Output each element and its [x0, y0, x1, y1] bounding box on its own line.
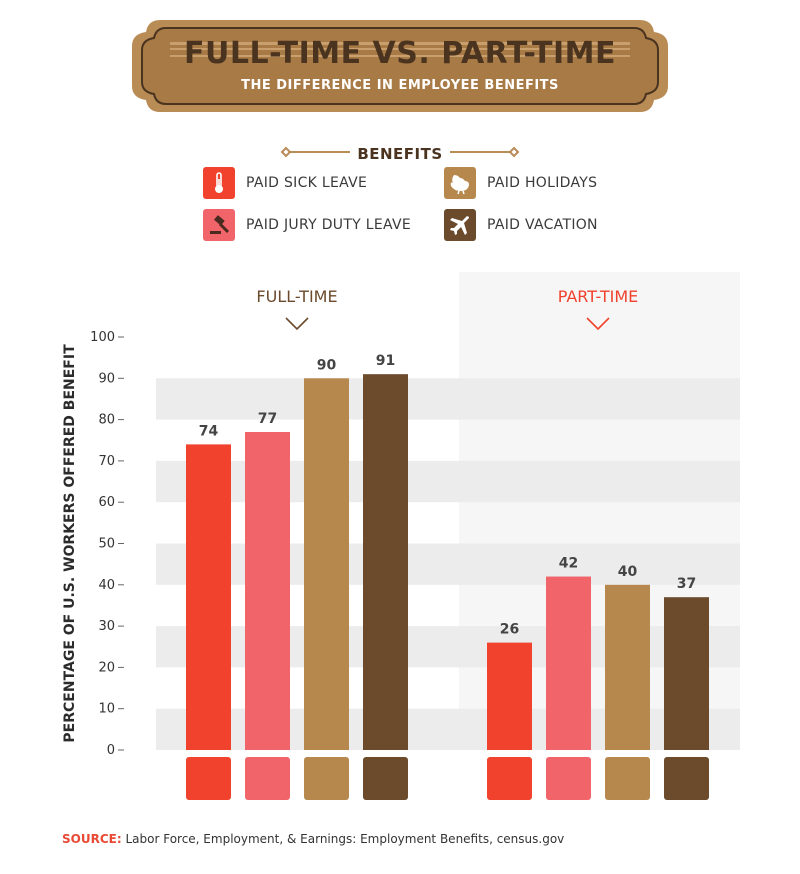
- category-icon-tile: [487, 757, 532, 800]
- data-label: 26: [500, 622, 519, 638]
- group-label: FULL-TIME: [256, 287, 337, 306]
- y-tick-label: 90: [98, 371, 115, 386]
- title-plaque: [132, 20, 668, 112]
- grid-band: [156, 460, 740, 503]
- y-tick-label: 80: [98, 413, 115, 428]
- legend-label: PAID SICK LEAVE: [246, 175, 368, 191]
- airplane-icon: [444, 209, 476, 241]
- data-label: 37: [677, 576, 696, 592]
- y-tick-label: 70: [98, 454, 115, 469]
- y-tick-label: 100: [90, 330, 115, 345]
- turkey-icon: [444, 167, 476, 199]
- gavel-icon: [203, 209, 235, 241]
- data-label: 74: [199, 423, 219, 439]
- legend-label: PAID JURY DUTY LEAVE: [246, 217, 412, 233]
- bar: [245, 431, 290, 750]
- y-tick-label: 10: [98, 702, 115, 717]
- y-tick-label: 40: [98, 578, 115, 593]
- category-icon-tile: [605, 757, 650, 800]
- category-icon-tile: [186, 757, 231, 800]
- source-note: SOURCE: Labor Force, Employment, & Earni…: [62, 832, 564, 846]
- bar-chart: 0 10 20 30 40 50 60 70 80 90 100 PERCENTAGE OF U.S.…: [62, 272, 740, 800]
- y-tick-label: 0: [107, 743, 115, 758]
- legend-item-jury-duty: PAID JURY DUTY LEAVE: [203, 209, 411, 241]
- bar: [304, 378, 349, 750]
- bar: [664, 597, 709, 750]
- y-tick-label: 20: [98, 660, 115, 675]
- bar: [605, 584, 650, 750]
- y-tick-label: 60: [98, 495, 115, 510]
- grid-band: [156, 543, 740, 585]
- y-tick-label: 50: [98, 537, 115, 552]
- chevron-down-icon: [586, 317, 610, 331]
- thermometer-icon: [203, 167, 235, 199]
- grid-band: [156, 378, 740, 420]
- chart-title: FULL-TIME VS. PART-TIME: [184, 36, 616, 71]
- data-label: 77: [258, 411, 277, 427]
- legend-header-ornament: [280, 146, 520, 158]
- legend-item-sick-leave: PAID SICK LEAVE: [203, 167, 367, 199]
- category-icon-tile: [245, 757, 290, 800]
- category-icon-tile: [664, 757, 709, 800]
- legend-item-vacation: PAID VACATION: [444, 209, 598, 241]
- data-label: 42: [559, 556, 578, 572]
- grid-band: [156, 626, 740, 668]
- source-label: SOURCE:: [62, 832, 122, 846]
- legend-item-holidays: PAID HOLIDAYS: [444, 167, 597, 199]
- y-axis-label: PERCENTAGE OF U.S. WORKERS OFFERED BENEF…: [62, 344, 78, 743]
- y-tick-label: 30: [98, 619, 115, 634]
- chevron-down-icon: [285, 317, 309, 331]
- bar: [487, 642, 532, 750]
- bar: [186, 444, 231, 750]
- group-label: PART-TIME: [558, 287, 639, 306]
- category-icon-tile: [304, 757, 349, 800]
- source-text: Labor Force, Employment, & Earnings: Emp…: [125, 832, 565, 846]
- chart-subtitle: THE DIFFERENCE IN EMPLOYEE BENEFITS: [241, 78, 559, 93]
- legend-title: BENEFITS: [357, 145, 443, 163]
- data-label: 40: [618, 564, 638, 580]
- data-label: 91: [376, 353, 395, 369]
- category-icon-tile: [546, 757, 591, 800]
- category-icon-tile: [363, 757, 408, 800]
- data-label: 90: [317, 357, 337, 373]
- legend-label: PAID HOLIDAYS: [487, 175, 598, 191]
- bar: [546, 576, 591, 750]
- legend-label: PAID VACATION: [487, 217, 598, 233]
- grid-band: [156, 708, 740, 750]
- bar: [363, 374, 408, 750]
